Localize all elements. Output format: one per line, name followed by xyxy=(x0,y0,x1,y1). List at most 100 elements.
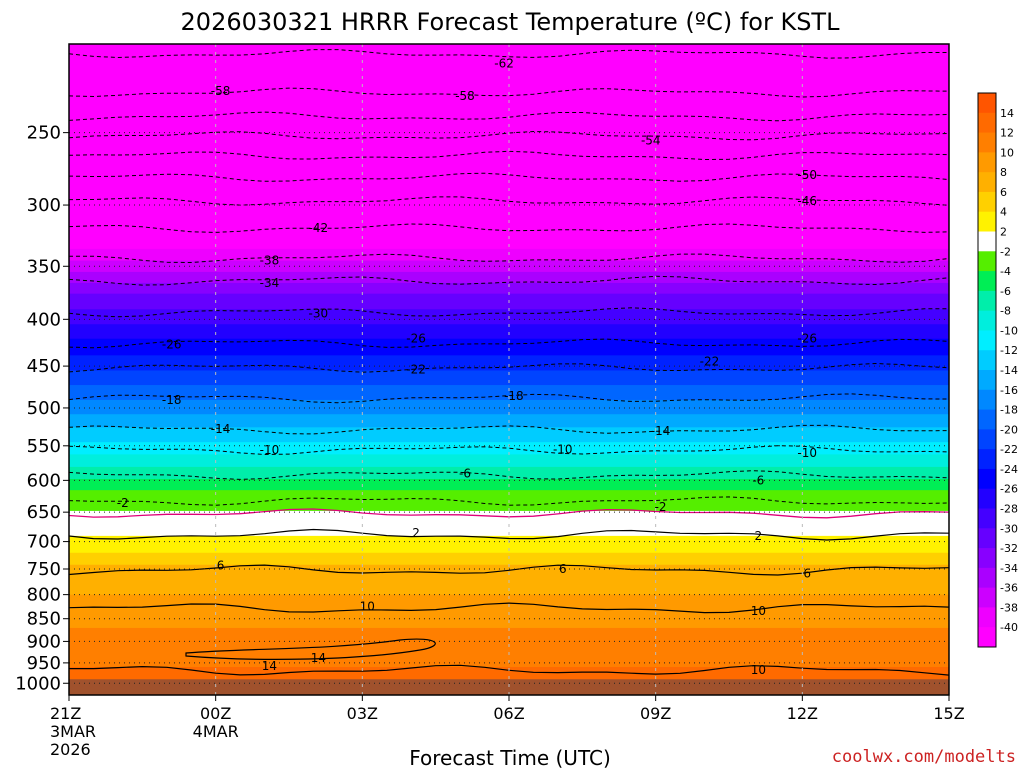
colorbar-frame xyxy=(977,92,997,648)
colorbar-swatch xyxy=(978,231,996,252)
contour-label: 14 xyxy=(262,659,277,673)
x-tick-date: 4MAR xyxy=(193,722,239,741)
contour-label: -22 xyxy=(406,363,426,377)
x-tick-label: 00Z xyxy=(200,704,231,723)
y-tick-label: 700 xyxy=(27,532,61,553)
contour-label: -38 xyxy=(260,254,280,268)
colorbar-label: -34 xyxy=(1000,562,1018,575)
contour-label: 10 xyxy=(751,663,766,677)
contour-label: -54 xyxy=(641,133,661,147)
contour-label: -14 xyxy=(211,422,231,436)
isotherm-line-negative xyxy=(68,275,950,286)
colorbar-swatch xyxy=(978,508,996,529)
contour-label: -2 xyxy=(117,496,129,510)
x-tick-label: 09Z xyxy=(640,704,671,723)
contour-label: -58 xyxy=(455,89,475,103)
colorbar-swatch xyxy=(978,389,996,411)
colorbar-label: 2 xyxy=(1000,226,1007,239)
x-tick-label: 21Z xyxy=(50,704,81,723)
colorbar-swatch xyxy=(978,409,996,430)
y-tick-label: 600 xyxy=(27,470,61,491)
colorbar-label: -18 xyxy=(1000,404,1018,417)
colorbar-swatch xyxy=(978,211,996,232)
contour-label: -10 xyxy=(553,442,573,456)
colorbar-swatch xyxy=(978,93,996,114)
colorbar-swatch xyxy=(978,468,996,490)
y-tick-label: 300 xyxy=(27,195,61,216)
colorbar-label: -24 xyxy=(1000,463,1018,476)
y-tick-label: 450 xyxy=(27,356,61,377)
colorbar-label: -28 xyxy=(1000,503,1018,516)
isotherm-line-positive xyxy=(68,528,950,541)
x-tick-label: 15Z xyxy=(933,704,964,723)
colorbar-label: -14 xyxy=(1000,364,1018,377)
contour-label: -58 xyxy=(211,84,231,98)
y-tick-label: 350 xyxy=(27,256,61,277)
x-axis-label: Forecast Time (UTC) xyxy=(409,746,611,768)
contour-labels: -62-58 -58-54-50-46-42-38-34-30-26 -26 -26-… xyxy=(117,56,817,677)
y-axis: 2503003504004505005506006507007508008509… xyxy=(15,123,69,694)
colorbar-swatch xyxy=(978,449,996,470)
colorbar-label: -30 xyxy=(1000,522,1018,535)
credit-text: coolwx.com/modelts xyxy=(832,747,1016,767)
colorbar-label: -32 xyxy=(1000,542,1018,555)
colorbar-swatch xyxy=(978,330,996,351)
chart-title: 2026030321 HRRR Forecast Temperature (ºC… xyxy=(181,8,841,36)
y-tick-label: 950 xyxy=(27,653,61,674)
contour-label: 2 xyxy=(755,529,763,543)
y-tick-label: 400 xyxy=(27,309,61,330)
contour-label: -10 xyxy=(797,446,817,460)
contour-label: -30 xyxy=(309,306,329,320)
colorbar-label: -38 xyxy=(1000,601,1018,614)
contour-label: -6 xyxy=(459,467,471,481)
contour-label: 10 xyxy=(751,604,766,618)
colorbar-swatch xyxy=(978,152,996,173)
colorbar-label: -10 xyxy=(1000,324,1018,337)
colorbar-label: -4 xyxy=(1000,265,1011,278)
colorbar-swatch xyxy=(978,191,996,213)
colorbar-swatch xyxy=(978,528,996,549)
y-tick-label: 850 xyxy=(27,609,61,630)
contour-label: -62 xyxy=(494,56,514,70)
colorbar-label: -26 xyxy=(1000,483,1018,496)
colorbar-label: 8 xyxy=(1000,166,1007,179)
colorbar-label: 4 xyxy=(1000,206,1007,219)
isotherm-line-negative xyxy=(68,196,950,206)
contour-label: -26 xyxy=(162,337,182,351)
contour-label: -34 xyxy=(260,276,280,290)
x-tick-date: 3MAR xyxy=(50,722,96,741)
colorbar-legend: 14 12 10 8 6 4 2 -2 -4 -6 -8 -10 -12 -14 -16 -18 -20 -22 -… xyxy=(977,92,1018,648)
colorbar-swatch xyxy=(978,112,996,134)
contour-label: -10 xyxy=(260,443,280,457)
colorbar-label: -36 xyxy=(1000,582,1018,595)
colorbar-swatch xyxy=(978,587,996,608)
colorbar-label: -2 xyxy=(1000,245,1011,258)
y-tick-label: 1000 xyxy=(15,673,61,694)
colorbar-swatch xyxy=(978,132,996,153)
grid-lines xyxy=(68,44,950,695)
colorbar-label: -8 xyxy=(1000,305,1011,318)
colorbar-swatch xyxy=(978,310,996,331)
contour-label: -14 xyxy=(651,424,671,438)
y-tick-label: 800 xyxy=(27,585,61,606)
colorbar-label: -6 xyxy=(1000,285,1011,298)
colorbar-label: -22 xyxy=(1000,443,1018,456)
colorbar-label: 14 xyxy=(1000,107,1014,120)
contour-label: 14 xyxy=(311,651,326,665)
y-tick-label: 750 xyxy=(27,559,61,580)
x-tick-year: 2026 xyxy=(50,740,91,759)
contour-label: -22 xyxy=(700,355,720,369)
contour-label: 6 xyxy=(217,558,225,572)
colorbar-swatch xyxy=(978,567,996,589)
colorbar-label: 6 xyxy=(1000,186,1007,199)
contour-label: -42 xyxy=(309,221,329,235)
colorbar-label: 12 xyxy=(1000,127,1014,140)
contour-label: -6 xyxy=(752,473,764,487)
colorbar-swatch xyxy=(978,548,996,569)
x-tick-label: 06Z xyxy=(493,704,524,723)
colorbar-swatch xyxy=(978,350,996,371)
y-tick-label: 250 xyxy=(27,123,61,144)
colorbar-label: -12 xyxy=(1000,344,1018,357)
